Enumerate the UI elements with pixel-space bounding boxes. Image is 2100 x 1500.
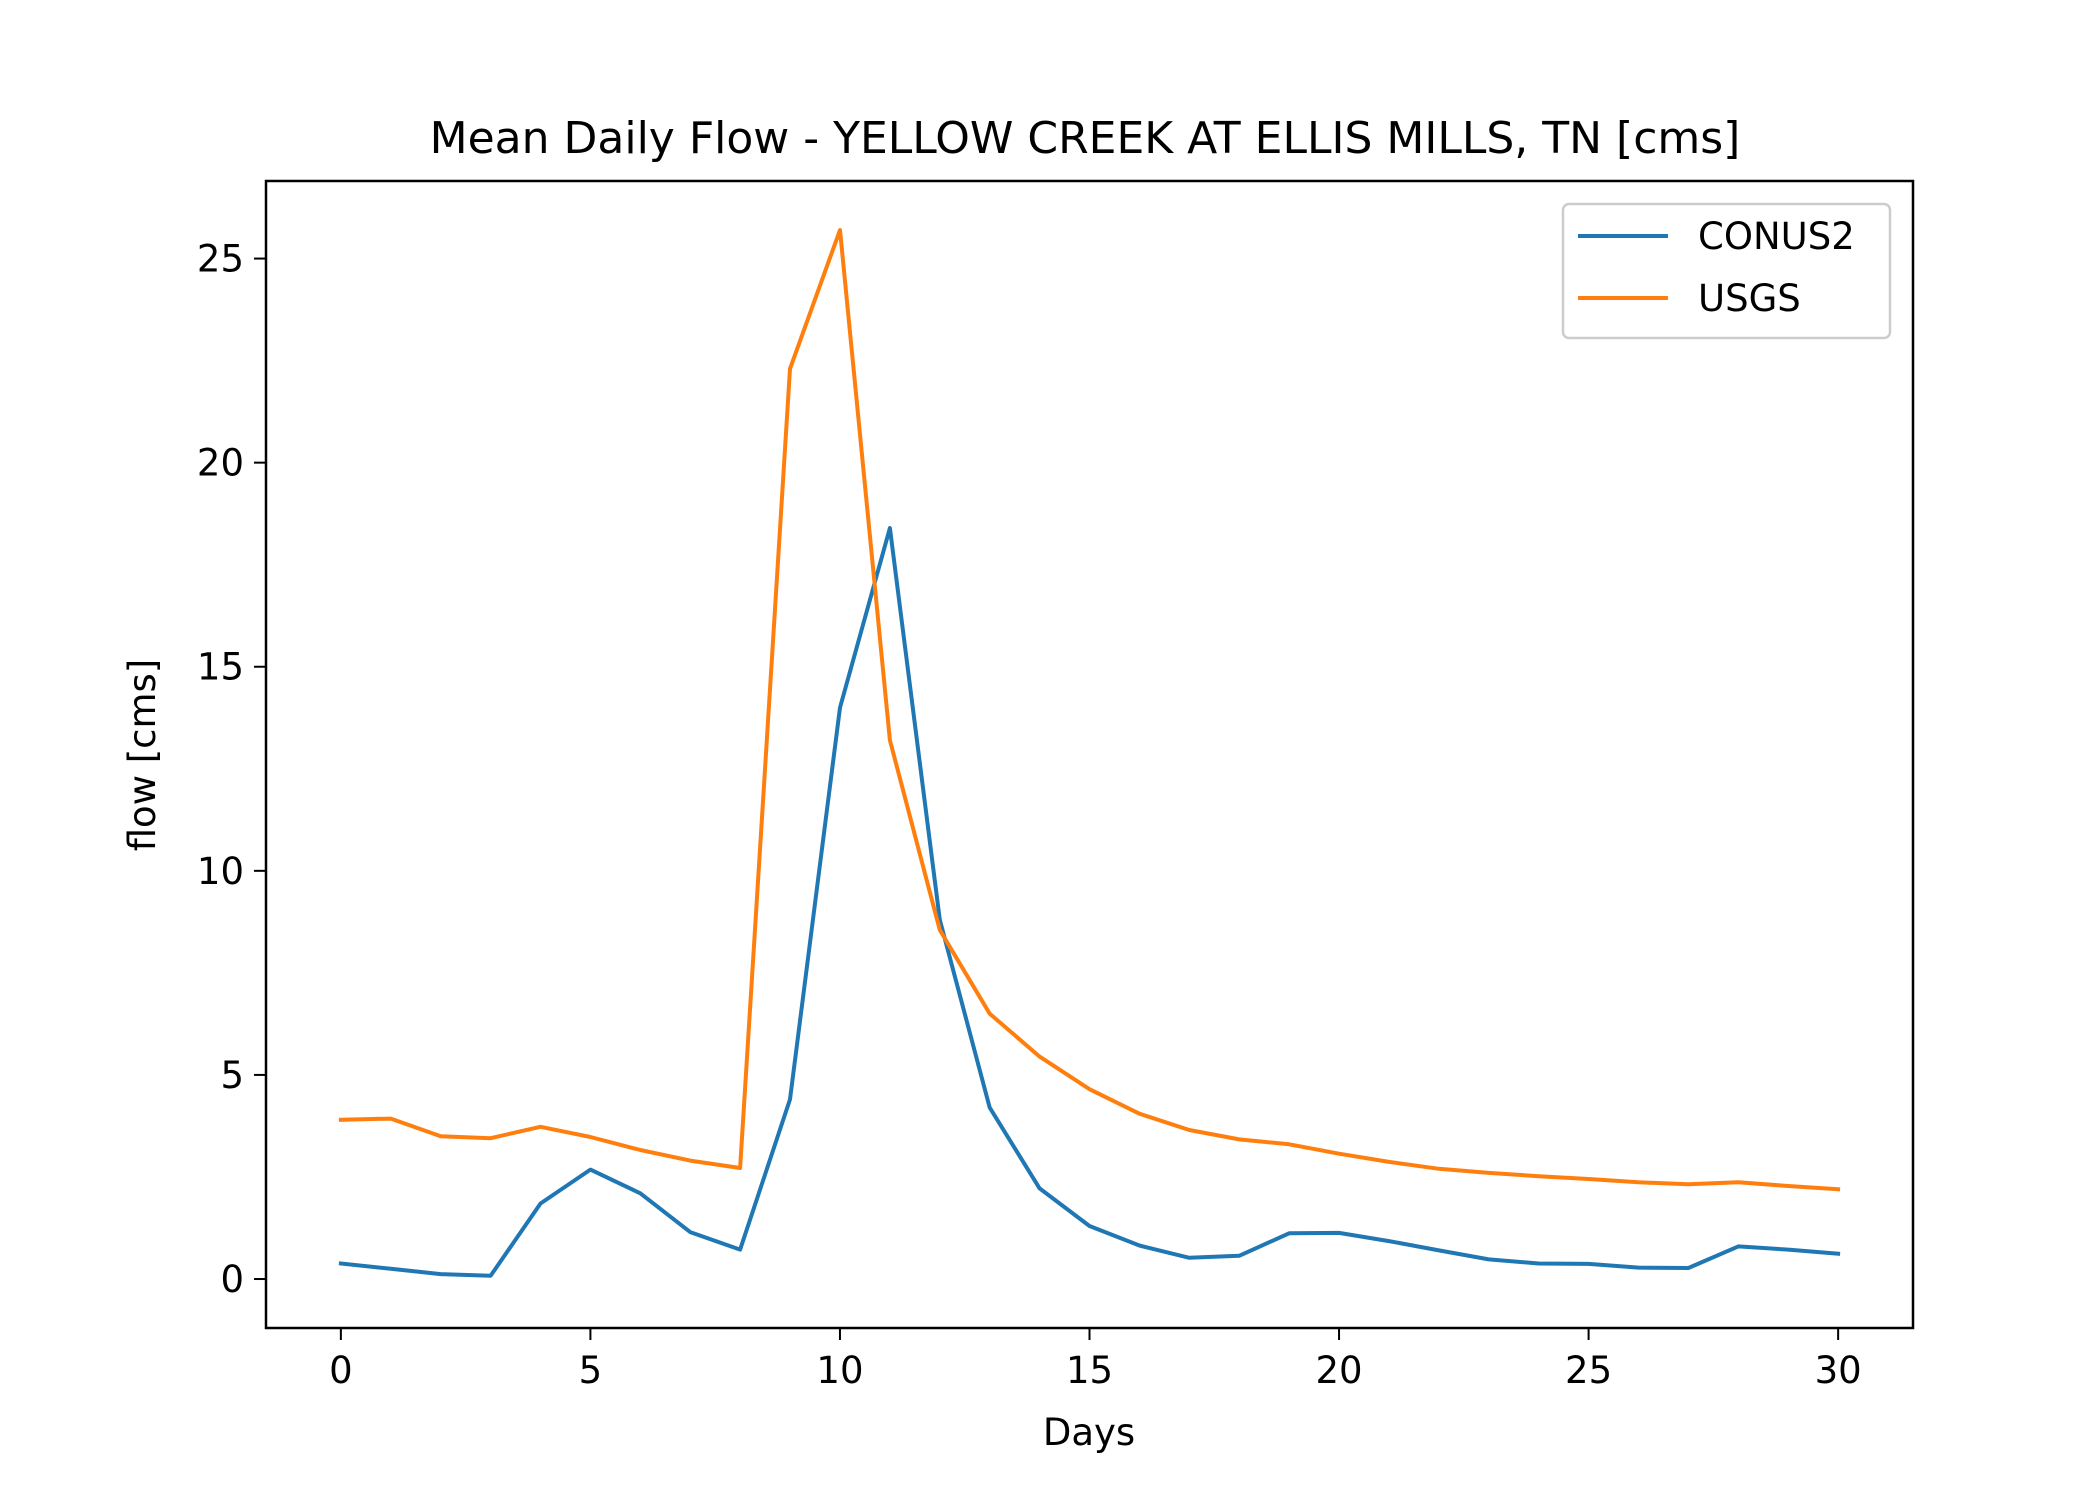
y-tick-label: 20 bbox=[197, 442, 244, 485]
x-axis-label: Days bbox=[1043, 1411, 1135, 1454]
legend-label-usgs: USGS bbox=[1698, 277, 1801, 320]
series-layer bbox=[338, 228, 1841, 1278]
legend: CONUS2 USGS bbox=[1561, 202, 1892, 340]
legend-label-conus2: CONUS2 bbox=[1698, 215, 1855, 258]
x-tick-label: 5 bbox=[579, 1349, 603, 1392]
y-axis-ticks: 0 5 10 15 20 25 bbox=[197, 238, 266, 1301]
x-tick-label: 0 bbox=[329, 1349, 353, 1392]
x-tick-label: 25 bbox=[1565, 1349, 1612, 1392]
y-tick-label: 25 bbox=[197, 238, 244, 281]
x-tick-label: 30 bbox=[1815, 1349, 1862, 1392]
y-tick-label: 10 bbox=[197, 850, 244, 893]
chart-title: Mean Daily Flow - YELLOW CREEK AT ELLIS … bbox=[430, 113, 1741, 164]
x-axis-ticks: 0 5 10 15 20 25 30 bbox=[329, 1328, 1862, 1392]
series-line-usgs bbox=[338, 228, 1841, 1192]
series-line-conus2 bbox=[338, 526, 1841, 1278]
y-tick-label: 0 bbox=[220, 1258, 244, 1301]
x-tick-label: 10 bbox=[816, 1349, 863, 1392]
y-tick-label: 5 bbox=[220, 1054, 244, 1097]
x-tick-label: 15 bbox=[1066, 1349, 1113, 1392]
y-axis-label: flow [cms] bbox=[121, 659, 164, 852]
y-tick-label: 15 bbox=[197, 646, 244, 689]
x-tick-label: 20 bbox=[1315, 1349, 1362, 1392]
